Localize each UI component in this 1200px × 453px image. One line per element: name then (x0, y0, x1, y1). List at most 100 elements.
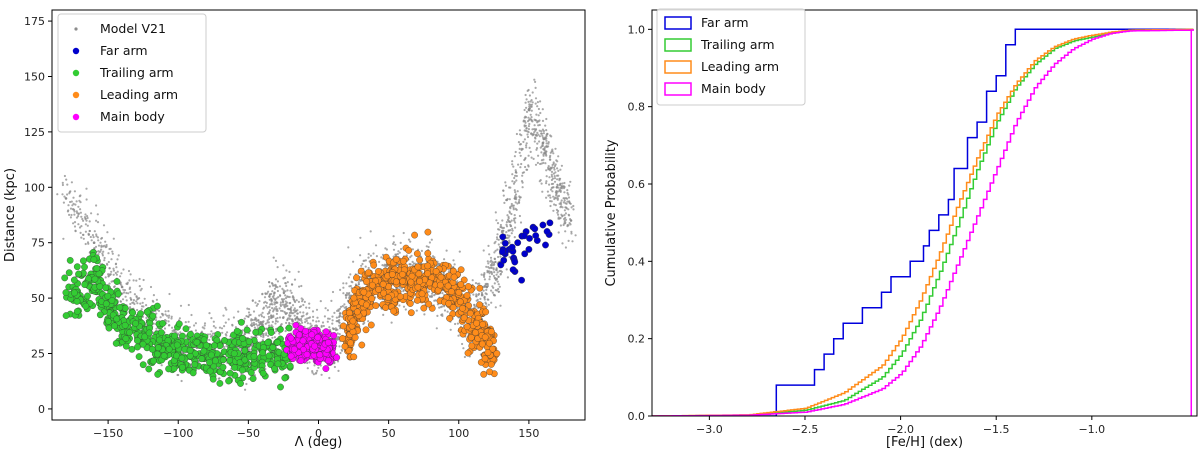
model-point (245, 382, 248, 386)
leading-arm-point (362, 326, 370, 334)
model-point (567, 196, 571, 199)
model-point (56, 193, 59, 196)
model-point (526, 133, 529, 136)
model-point (508, 234, 511, 237)
model-point (276, 289, 279, 293)
scatter-x-axis-label: Λ (deg) (295, 435, 343, 450)
model-point (557, 174, 560, 177)
model-point (268, 324, 271, 327)
model-point (409, 263, 412, 266)
model-point (313, 364, 316, 367)
model-point (292, 312, 295, 315)
model-point (479, 297, 482, 300)
model-point (566, 197, 569, 200)
model-point (292, 309, 295, 312)
model-point (488, 253, 491, 256)
model-point (308, 316, 312, 319)
leading-arm-point (340, 322, 347, 330)
trailing-arm-point (239, 335, 247, 342)
trailing-arm-point (104, 318, 112, 325)
leading-arm-point (353, 274, 360, 282)
model-point (519, 166, 522, 169)
model-point (333, 365, 336, 369)
model-point (529, 100, 532, 103)
model-point (474, 282, 478, 285)
leading-arm-point (414, 297, 421, 304)
leading-arm-point (464, 283, 472, 290)
model-point (108, 282, 111, 285)
model-point (545, 139, 548, 142)
model-point (538, 119, 541, 122)
model-point (499, 255, 502, 258)
model-point (525, 127, 528, 130)
model-point (133, 293, 136, 296)
model-point (273, 336, 276, 339)
leading-arm-point (415, 270, 423, 278)
model-point (306, 322, 309, 325)
model-point (519, 221, 523, 224)
model-point (443, 258, 446, 261)
model-point (266, 292, 269, 295)
model-point (513, 155, 517, 158)
model-point (333, 361, 336, 364)
model-point (73, 213, 76, 216)
scatter-x-tick-label: −150 (93, 427, 123, 440)
cdf-y-tick-label: 0.2 (628, 333, 646, 346)
scatter-y-tick-label: 100 (24, 181, 45, 194)
model-point (529, 118, 532, 121)
model-point (74, 229, 77, 232)
leading-arm-point (350, 353, 358, 361)
leading-arm-point (436, 281, 444, 289)
legend-label-leading-arm: Leading arm (100, 87, 178, 102)
model-point (245, 324, 249, 327)
model-point (160, 364, 163, 367)
main-body-point (290, 345, 298, 353)
trailing-arm-point (148, 345, 156, 353)
model-point (316, 316, 319, 319)
model-point (274, 317, 277, 320)
leading-arm-point (370, 261, 378, 269)
trailing-arm-point (250, 352, 258, 360)
model-point (164, 313, 167, 316)
model-point (515, 171, 518, 174)
model-point (319, 364, 322, 367)
trailing-arm-point (114, 290, 122, 298)
model-point (331, 290, 335, 294)
leading-arm-point (457, 281, 465, 288)
model-point (80, 236, 83, 239)
model-point (493, 271, 496, 274)
trailing-arm-point (198, 355, 206, 363)
model-point (284, 294, 287, 297)
trailing-arm-point (208, 351, 215, 359)
model-point (311, 319, 315, 322)
model-point (472, 293, 475, 296)
model-point (510, 219, 513, 222)
model-point (320, 373, 323, 376)
model-point (527, 165, 530, 168)
model-point (364, 259, 367, 262)
model-point (293, 278, 297, 281)
model-point (145, 304, 148, 307)
leading-arm-point (384, 294, 392, 301)
model-point (72, 222, 75, 225)
trailing-arm-point (111, 322, 118, 330)
model-point (349, 294, 352, 297)
model-point (135, 300, 138, 303)
model-point (145, 316, 148, 319)
model-point (357, 281, 360, 284)
model-point (328, 317, 331, 320)
model-point (542, 154, 545, 157)
leading-arm-point (448, 288, 455, 296)
model-point (306, 367, 309, 370)
model-point (248, 313, 251, 317)
model-point (282, 289, 285, 292)
scatter-y-tick-label: 125 (24, 126, 45, 139)
model-point (535, 113, 538, 116)
leading-arm-point (444, 282, 452, 290)
trailing-arm-point (154, 350, 161, 358)
far-arm-point (543, 228, 551, 235)
model-point (367, 256, 370, 259)
model-point (398, 251, 401, 254)
model-point (284, 297, 288, 300)
model-point (112, 269, 115, 272)
